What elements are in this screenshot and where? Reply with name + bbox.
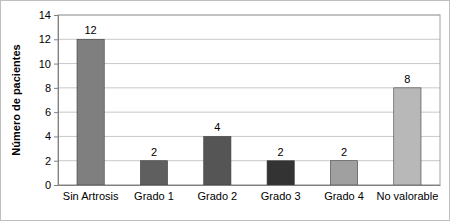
x-tick: Grado 1 xyxy=(134,185,174,202)
x-tick: Grado 2 xyxy=(197,185,237,202)
y-axis: 0 2 4 6 8 10 12 14 xyxy=(39,9,59,191)
chart-container: 0 2 4 6 8 10 12 14 Sin Artrosis Grado 1 Grado 2 Gra… xyxy=(0,0,450,221)
y-tick: 12 xyxy=(39,33,58,45)
x-tick-label: Sin Artrosis xyxy=(63,190,119,202)
x-tick-label: Grado 3 xyxy=(261,190,301,202)
y-tick-label: 8 xyxy=(45,82,51,94)
chart-background xyxy=(1,1,450,221)
grid-line xyxy=(58,87,440,88)
data-label: 2 xyxy=(341,146,347,158)
plot: 0 2 4 6 8 10 12 14 Sin Artrosis Grado 1 Grado 2 Gra… xyxy=(39,9,441,202)
y-tick: 0 xyxy=(45,179,58,191)
y-tick-mark xyxy=(54,39,58,40)
y-tick: 2 xyxy=(45,155,58,167)
y-tick-mark xyxy=(54,88,58,89)
x-axis: Sin Artrosis Grado 1 Grado 2 Grado 3 Grado 4… xyxy=(59,185,441,202)
grid xyxy=(58,15,440,185)
x-tick-label: Grado 2 xyxy=(197,190,237,202)
bar xyxy=(394,88,421,185)
bar xyxy=(267,161,294,185)
x-tick-label: No valorable xyxy=(376,190,438,202)
y-tick-label: 0 xyxy=(45,179,51,191)
x-tick-label: Grado 4 xyxy=(324,190,364,202)
bar xyxy=(330,161,357,185)
bar xyxy=(77,39,104,185)
y-axis-line xyxy=(54,16,59,186)
y-tick-mark xyxy=(54,15,58,16)
y-tick-mark xyxy=(54,185,58,186)
y-tick-label: 12 xyxy=(39,33,51,45)
y-tick: 8 xyxy=(45,82,58,94)
x-tick: Grado 4 xyxy=(324,185,364,202)
plot-frame xyxy=(58,15,440,185)
grid-line xyxy=(58,39,440,40)
data-label: 2 xyxy=(278,146,284,158)
grid-line xyxy=(58,160,440,161)
y-tick-label: 4 xyxy=(45,130,51,142)
y-tick-label: 2 xyxy=(45,155,51,167)
x-tick-label: Grado 1 xyxy=(134,190,174,202)
y-tick-mark xyxy=(54,112,58,113)
chart-svg: 0 2 4 6 8 10 12 14 Sin Artrosis Grado 1 Grado 2 Gra… xyxy=(0,0,450,221)
bar xyxy=(140,161,167,185)
y-tick-label: 14 xyxy=(39,9,51,21)
y-tick: 10 xyxy=(39,58,58,70)
grid-line xyxy=(58,112,440,113)
x-tick: No valorable xyxy=(376,185,438,202)
grid-line xyxy=(58,63,440,64)
y-tick: 6 xyxy=(45,106,58,118)
data-label: 2 xyxy=(151,146,157,158)
bar xyxy=(204,136,231,185)
x-tick: Grado 3 xyxy=(261,185,301,202)
y-tick: 14 xyxy=(39,9,58,21)
bars xyxy=(77,39,421,185)
data-labels: 12 2 4 2 2 8 xyxy=(85,24,411,157)
y-tick-mark xyxy=(54,161,58,162)
y-axis-title: Número de pacientes xyxy=(10,44,22,155)
x-tick: Sin Artrosis xyxy=(63,185,119,202)
data-label: 4 xyxy=(214,121,220,133)
y-tick-label: 6 xyxy=(45,106,51,118)
x-axis-line xyxy=(59,185,441,186)
data-label: 12 xyxy=(85,24,97,36)
y-tick-mark xyxy=(54,64,58,65)
y-tick-mark xyxy=(54,136,58,137)
y-tick-label: 10 xyxy=(39,58,51,70)
y-tick: 4 xyxy=(45,130,58,142)
data-label: 8 xyxy=(404,73,410,85)
grid-line xyxy=(58,136,440,137)
